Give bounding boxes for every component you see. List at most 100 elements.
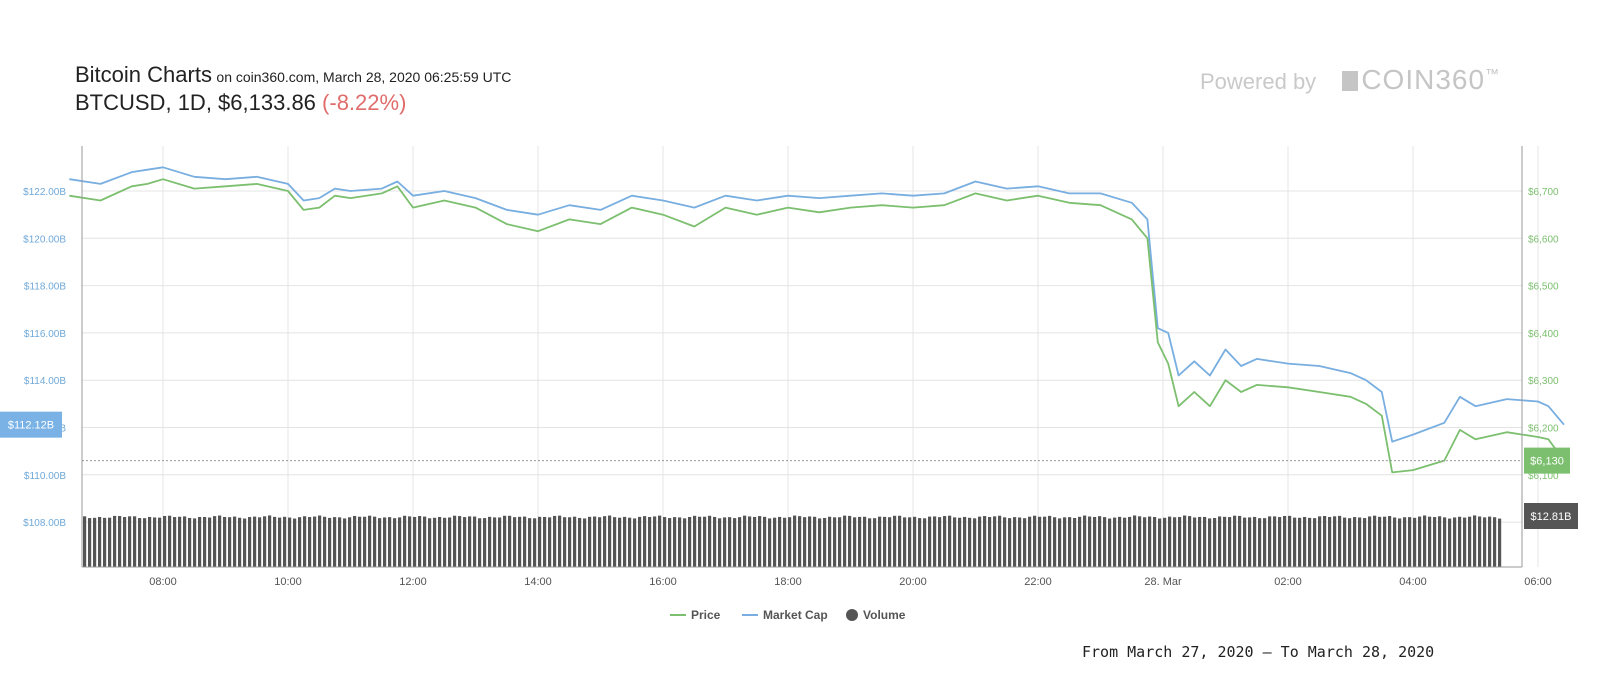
time-interval: 1D — [177, 90, 206, 115]
volume-bar — [663, 517, 667, 567]
volume-bar — [863, 516, 867, 567]
volume-bar — [543, 516, 547, 567]
volume-bar — [673, 517, 677, 567]
volume-bar — [583, 518, 587, 567]
volume-bar — [793, 515, 797, 567]
volume-bar — [203, 517, 207, 567]
volume-bar — [478, 518, 482, 567]
volume-bar — [358, 516, 362, 567]
volume-bar — [228, 517, 232, 567]
coin360-logo: COIN360™ — [1342, 64, 1500, 95]
volume-bar — [1003, 517, 1007, 567]
volume-bar — [1393, 517, 1397, 567]
volume-bar — [398, 517, 402, 567]
volume-bar — [1473, 515, 1477, 567]
volume-bar — [948, 515, 952, 567]
chart-title: Bitcoin Charts — [75, 62, 212, 87]
volume-bar — [503, 515, 507, 567]
volume-bar — [1068, 517, 1072, 567]
volume-bar — [1253, 516, 1257, 567]
volume-bar — [1308, 517, 1312, 567]
volume-bar — [1348, 518, 1352, 567]
price-tag-label: $6,130 — [1530, 456, 1564, 468]
volume-bar — [238, 517, 242, 567]
volume-bar — [1158, 518, 1162, 567]
volume-bar — [643, 516, 647, 567]
volume-bar — [578, 517, 582, 567]
x-axis-labels: 08:00 10:00 12:00 14:00 16:00 18:00 20:00 22:00… — [149, 576, 1552, 588]
volume-bar — [1488, 516, 1492, 567]
chart-axes — [81, 146, 1523, 568]
volume-bar — [633, 518, 637, 567]
volume-bar — [303, 516, 307, 567]
volume-bar — [248, 517, 252, 567]
volume-bar — [168, 515, 172, 567]
volume-bar — [88, 518, 92, 567]
volume-bar — [498, 517, 502, 567]
volume-bar — [923, 518, 927, 567]
volume-bar — [1103, 517, 1107, 567]
volume-bar — [1038, 516, 1042, 567]
volume-bar — [723, 517, 727, 567]
volume-bar — [918, 518, 922, 567]
volume-bar — [758, 516, 762, 567]
volume-bar — [928, 516, 932, 567]
volume-bar — [258, 517, 262, 567]
volume-bar — [1228, 517, 1232, 567]
volume-bar — [1478, 516, 1482, 567]
volume-bar — [1268, 516, 1272, 567]
volume-bar — [893, 515, 897, 567]
volume-bar — [588, 516, 592, 567]
volume-bar — [1218, 516, 1222, 567]
volume-bar — [1073, 517, 1077, 567]
chart-subtitle: on coin360.com, March 28, 2020 06:25:59 … — [216, 69, 512, 85]
volume-bar — [1258, 518, 1262, 567]
volume-bar — [833, 517, 837, 567]
volume-bar — [963, 516, 967, 567]
volume-bar — [573, 516, 577, 567]
volume-bar — [163, 515, 167, 567]
volume-bar — [1018, 517, 1022, 567]
volume-bar — [338, 517, 342, 567]
volume-bar — [1418, 516, 1422, 567]
left-axis-label: $114.00B — [24, 376, 66, 387]
volume-bar — [1493, 517, 1497, 567]
volume-bar — [558, 515, 562, 567]
volume-bar — [103, 517, 107, 567]
volume-bar — [253, 516, 257, 567]
volume-bar — [1078, 516, 1082, 567]
volume-bar — [1333, 516, 1337, 567]
volume-bar — [1108, 518, 1112, 567]
legend-swatch-dot — [846, 609, 858, 621]
powered-by-label: Powered by — [1200, 69, 1317, 94]
volume-bar — [513, 517, 517, 567]
volume-bar — [1278, 517, 1282, 567]
volume-bar — [193, 518, 197, 567]
volume-bar — [913, 516, 917, 567]
volume-bar — [818, 518, 822, 567]
volume-bar — [363, 516, 367, 567]
volume-bar — [713, 516, 717, 567]
volume-bar — [1083, 515, 1087, 567]
volume-bar — [1298, 517, 1302, 567]
volume-bar — [1143, 517, 1147, 567]
volume-bar — [93, 517, 97, 567]
volume-bar — [873, 518, 877, 567]
volume-bar — [1283, 515, 1287, 567]
volume-bar — [933, 516, 937, 567]
volume-bar — [318, 515, 322, 567]
volume-bar — [1378, 516, 1382, 567]
volume-bar — [408, 516, 412, 567]
volume-bar — [393, 518, 397, 567]
volume-bar — [263, 516, 267, 567]
volume-bar — [908, 517, 912, 567]
volume-bar — [1388, 516, 1392, 567]
volume-bar — [128, 516, 132, 567]
x-tick-label: 22:00 — [1024, 576, 1052, 588]
volume-bar — [538, 516, 542, 567]
left-axis-label: $108.00B — [23, 518, 66, 529]
volume-bar — [98, 516, 102, 567]
volume-bar — [988, 516, 992, 567]
volume-bar — [518, 516, 522, 567]
volume-bar — [593, 516, 597, 567]
